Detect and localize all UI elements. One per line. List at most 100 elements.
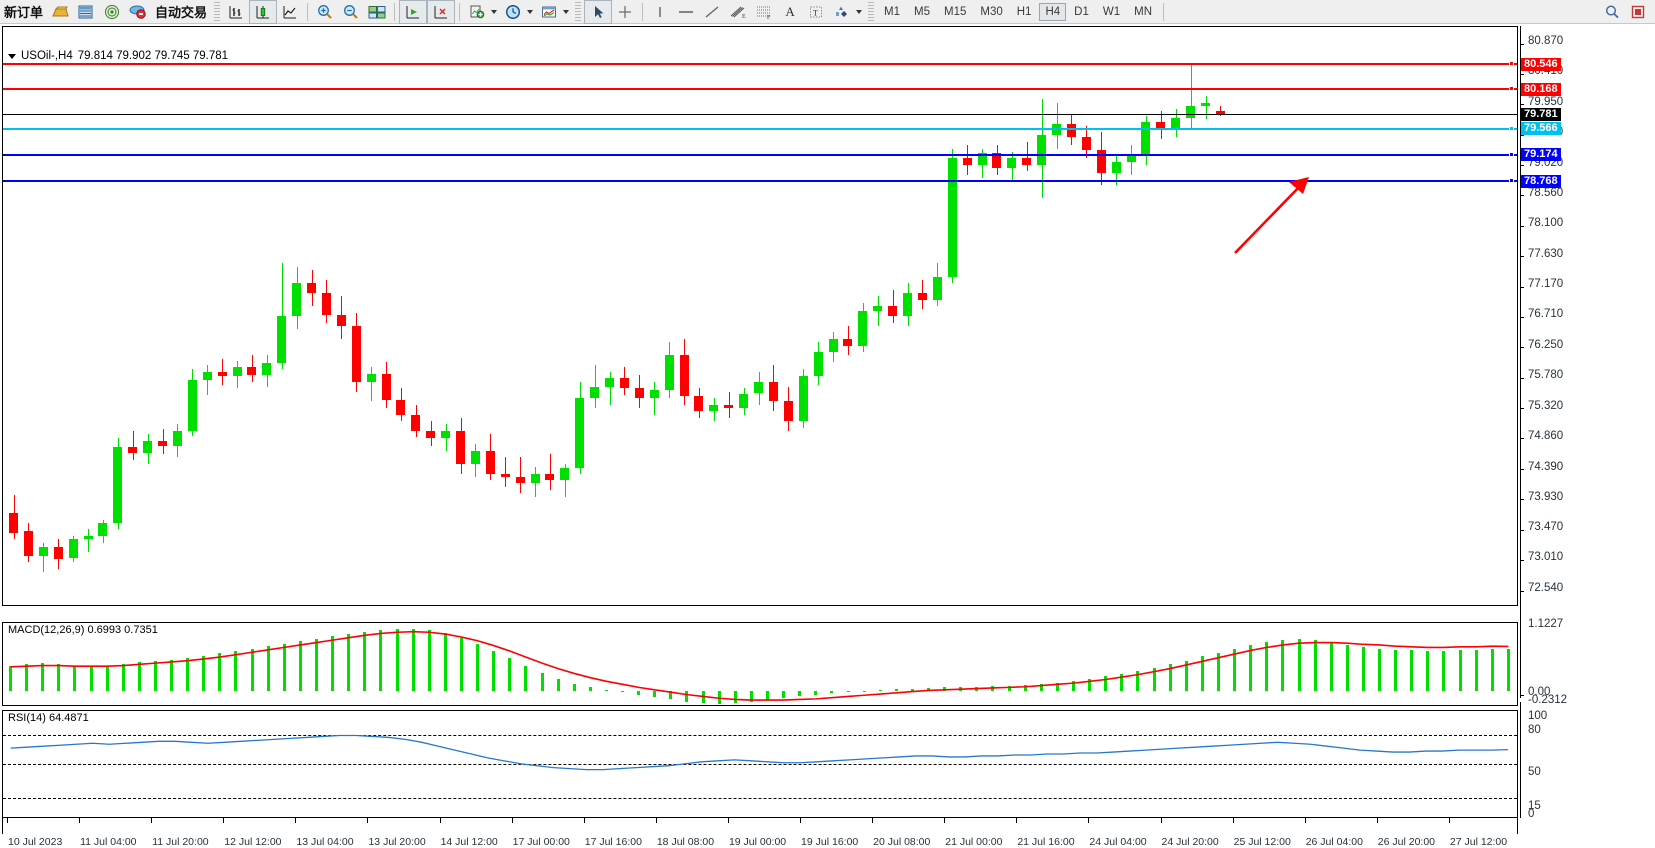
period-button-m5[interactable]: M5 [914, 5, 930, 18]
time-label: 21 Jul 00:00 [945, 836, 1003, 848]
candle-body [619, 378, 629, 389]
period-dropdown-caret[interactable] [527, 9, 534, 14]
price-pane[interactable] [2, 26, 1518, 606]
price-line-anchor[interactable] [1509, 178, 1514, 184]
text-label-icon[interactable]: T [803, 1, 829, 23]
macd-bar [1200, 656, 1204, 691]
search-icon[interactable] [1599, 1, 1625, 23]
tile-windows-icon[interactable] [364, 1, 390, 23]
time-label: 26 Jul 20:00 [1377, 836, 1436, 848]
rsi-level-15 [3, 797, 1517, 799]
candle-body [754, 381, 763, 394]
price-line-78.768[interactable] [3, 180, 1517, 183]
auto-scroll-icon[interactable] [399, 0, 428, 24]
templates-icon[interactable] [536, 1, 562, 23]
price-line-anchor[interactable] [1509, 61, 1514, 67]
price-line-80.168[interactable] [3, 88, 1517, 91]
price-line-79.566[interactable] [3, 127, 1517, 130]
bar-chart-icon[interactable] [223, 1, 249, 23]
candle-wick [505, 457, 507, 487]
horizontal-line-icon[interactable] [673, 1, 699, 23]
zoom-in-icon[interactable] [312, 1, 338, 23]
toolbar-grip[interactable] [214, 1, 221, 22]
current-price-tag[interactable]: 79.781 [1521, 108, 1561, 122]
period-button-d1[interactable]: D1 [1074, 5, 1089, 18]
price-line-79.174[interactable] [3, 153, 1517, 156]
period-button-m1[interactable]: M1 [884, 5, 901, 18]
rsi-pane[interactable]: RSI(14) 64.4871 [2, 710, 1518, 818]
time-axis[interactable] [2, 818, 1518, 834]
price-tag-80.546[interactable]: 80.546 [1521, 57, 1561, 71]
candle-wick [445, 424, 447, 451]
candle-wick [132, 430, 134, 461]
price-line-anchor[interactable] [1509, 151, 1514, 157]
shapes-dropdown-caret[interactable] [856, 9, 863, 14]
candle-body [858, 310, 868, 346]
time-tick [1448, 818, 1450, 823]
toolbar-grip-3[interactable] [868, 1, 875, 22]
navigator-icon[interactable] [99, 1, 125, 23]
new-order-button[interactable]: 新订单 [4, 5, 44, 20]
period-clock-icon[interactable] [500, 1, 526, 23]
candle-body [500, 473, 510, 477]
data-window-icon[interactable] [73, 1, 99, 23]
price-tag-79.174[interactable]: 79.174 [1521, 148, 1561, 161]
gold-bar-icon[interactable] [47, 1, 73, 23]
line-chart-icon[interactable] [277, 1, 303, 23]
chart-shift-icon[interactable] [427, 0, 456, 24]
candle-body [187, 380, 197, 431]
price-scale[interactable]: 80.87080.41079.95079.48079.02078.56078.1… [1520, 26, 1655, 820]
period-button-w1[interactable]: W1 [1102, 5, 1121, 18]
price-line-anchor[interactable] [1509, 125, 1514, 131]
period-button-m15[interactable]: M15 [944, 5, 967, 18]
toolbar-grip-2[interactable] [575, 1, 582, 22]
candle-wick [88, 529, 89, 553]
candle-body [888, 306, 898, 316]
fullscreen-icon[interactable] [1625, 1, 1651, 23]
price-line-anchor[interactable] [1509, 86, 1514, 92]
equidistant-channel-icon[interactable]: E [725, 1, 751, 23]
auto-trading-button[interactable]: 自动交易 [155, 5, 208, 20]
candle-body [9, 513, 18, 533]
indicators-dropdown-caret[interactable] [491, 9, 498, 14]
candle-body [679, 355, 689, 397]
templates-dropdown-caret[interactable] [563, 9, 570, 14]
trendline-icon[interactable] [699, 1, 725, 23]
crosshair-icon[interactable] [612, 1, 638, 23]
candle-body [113, 447, 123, 523]
chart-menu-caret-icon[interactable] [8, 53, 16, 59]
text-icon[interactable]: A [785, 3, 795, 19]
candle-wick [892, 289, 894, 323]
cursor-icon[interactable] [584, 0, 613, 24]
price-tag-78.768[interactable]: 78.768 [1521, 174, 1561, 188]
macd-pane[interactable]: MACD(12,26,9) 0.6993 0.7351 [2, 622, 1518, 706]
macd-bar [1039, 683, 1043, 691]
candle-body [1111, 161, 1121, 173]
period-button-mn[interactable]: MN [1134, 5, 1152, 18]
vertical-line-icon[interactable] [647, 1, 673, 23]
macd-bar [1442, 651, 1446, 691]
zoom-out-icon[interactable] [338, 1, 364, 23]
period-button-h1[interactable]: H1 [1016, 5, 1032, 18]
candle-body [336, 314, 346, 326]
macd-bar [298, 641, 302, 691]
chart-area[interactable]: USOil-,H4 79.814 79.902 79.745 79.781 MA… [0, 24, 1655, 848]
price-line-80.546[interactable] [3, 63, 1517, 66]
candlestick-chart-icon[interactable] [249, 0, 278, 24]
macd-bar [476, 643, 480, 691]
period-button-h4[interactable]: H4 [1039, 2, 1067, 21]
expert-advisor-icon[interactable] [125, 1, 151, 23]
shapes-icon[interactable] [829, 1, 855, 23]
indicators-icon[interactable] [464, 1, 490, 23]
period-button-m30[interactable]: M30 [980, 5, 1003, 18]
time-label: 11 Jul 04:00 [80, 836, 137, 848]
price-tag-80.168[interactable]: 80.168 [1521, 82, 1561, 96]
candle-body [411, 414, 421, 431]
time-label: 13 Jul 04:00 [296, 836, 354, 848]
candle-body [1022, 158, 1032, 165]
price-line-79.781[interactable] [3, 113, 1517, 115]
fibonacci-retracement-icon[interactable]: F [751, 1, 777, 23]
price-tag-79.566[interactable]: 79.566 [1521, 122, 1561, 136]
time-tick [1232, 818, 1234, 823]
svg-text:F: F [767, 15, 771, 20]
